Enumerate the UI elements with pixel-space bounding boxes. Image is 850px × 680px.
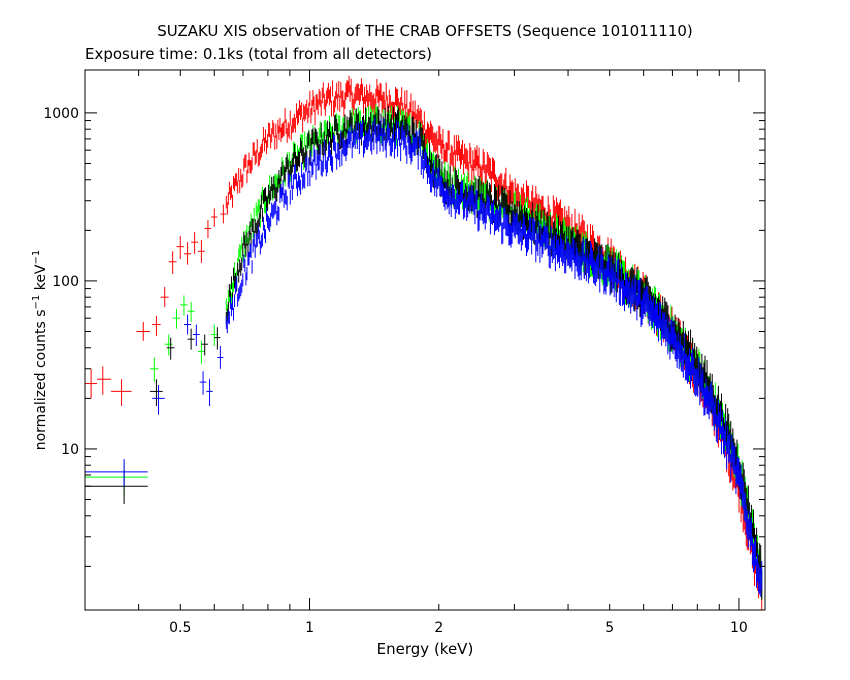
x-tick-label: 2 xyxy=(434,620,443,636)
chart-subtitle: Exposure time: 0.1ks (total from all det… xyxy=(85,45,432,63)
y-tick-label: 10 xyxy=(61,442,79,458)
y-tick-label: 1000 xyxy=(43,106,79,122)
chart-title: SUZAKU XIS observation of THE CRAB OFFSE… xyxy=(157,22,693,40)
data-series xyxy=(85,117,763,597)
plot-marks xyxy=(85,75,763,610)
data-series xyxy=(85,105,763,600)
x-tick-label: 1 xyxy=(305,620,314,636)
x-axis-label: Energy (keV) xyxy=(376,640,474,658)
y-tick-label: 100 xyxy=(52,274,79,290)
x-tick-label: 0.5 xyxy=(169,620,191,636)
x-tick-label: 5 xyxy=(605,620,614,636)
plot-axes: 0.5 1 2 5 10 10 100 1000 xyxy=(43,69,766,636)
x-tick-label: 10 xyxy=(730,620,748,636)
plot-frame xyxy=(84,69,766,611)
